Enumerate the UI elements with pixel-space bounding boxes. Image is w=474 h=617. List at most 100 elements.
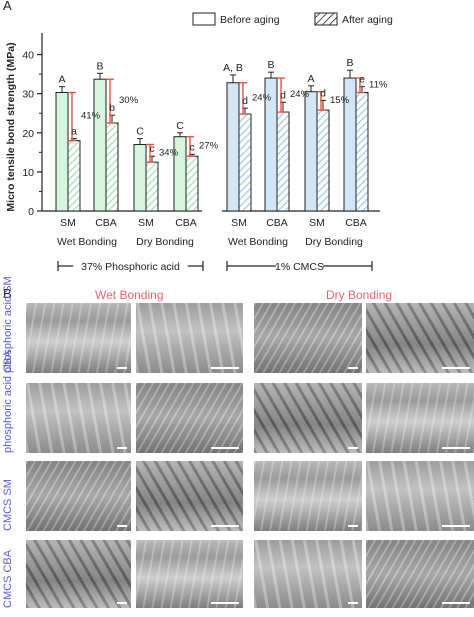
bonding-group-label-2: Wet Bonding: [228, 236, 288, 248]
scale-bar: [117, 447, 127, 449]
scale-bar: [211, 602, 239, 604]
sem-image: [254, 540, 362, 608]
reduction-label-1: 30%: [119, 95, 139, 106]
before-letter-1: B: [96, 60, 103, 72]
category-label-4: SM: [231, 217, 247, 229]
y-axis-label: Micro tensile bond strength (MPa): [5, 42, 17, 211]
legend-label-before: Before aging: [220, 14, 280, 26]
category-label-5: CBA: [266, 217, 288, 229]
sem-row-label-1: phosphoric acid CBA: [2, 350, 14, 453]
reduction-label-5: 24%: [290, 89, 310, 100]
panel-b-label: B: [3, 286, 12, 301]
sem-image: [26, 383, 131, 453]
reduction-label-3: 27%: [199, 140, 219, 151]
sem-image: [254, 383, 362, 453]
sem-image: [136, 303, 243, 373]
before-letter-5: B: [267, 59, 274, 71]
scale-bar: [442, 447, 470, 449]
category-label-2: SM: [138, 217, 154, 229]
category-label-6: SM: [309, 217, 325, 229]
before-letter-0: A: [58, 74, 65, 86]
sem-image: [254, 303, 362, 373]
sem-image: [136, 540, 243, 608]
bar-after-7: [355, 91, 369, 212]
y-tick-label-1: 10: [22, 167, 34, 179]
scale-bar: [442, 602, 470, 604]
sem-column-title-1: Dry Bonding: [326, 288, 393, 302]
category-label-3: CBA: [175, 217, 197, 229]
reduction-label-2: 34%: [159, 147, 179, 158]
bonding-group-label-0: Wet Bonding: [57, 236, 117, 248]
sem-image: [136, 383, 243, 453]
scale-bar: [442, 367, 470, 369]
bar-before-4: [226, 82, 240, 212]
sem-image: [366, 540, 474, 608]
scale-bar: [348, 367, 358, 369]
bar-after-5: [276, 111, 290, 212]
bar-after-2: [145, 161, 159, 212]
bonding-group-label-1: Dry Bonding: [136, 236, 194, 248]
sem-image: [366, 303, 474, 373]
after-letter-1: b: [109, 102, 115, 114]
bar-before-2: [133, 144, 147, 212]
treatment-label-0: 37% Phosphoric acid: [81, 261, 180, 273]
bonding-group-label-3: Dry Bonding: [305, 236, 363, 248]
reduction-label-4: 24%: [252, 92, 272, 103]
after-letter-6: d: [320, 87, 326, 99]
bar-before-6: [304, 91, 318, 212]
bar-before-0: [55, 91, 69, 212]
scale-bar: [348, 602, 358, 604]
y-tick-label-3: 30: [22, 89, 34, 101]
scale-bar: [211, 525, 239, 527]
panel-a-label: A: [3, 0, 12, 13]
sem-row-label-2: CMCS SM: [2, 479, 14, 531]
scale-bar: [117, 525, 127, 527]
sem-image: [254, 461, 362, 531]
sem-column-title-0: Wet Bonding: [95, 288, 164, 302]
sem-image: [366, 383, 474, 453]
after-letter-7: e: [359, 74, 365, 86]
category-label-1: CBA: [95, 217, 117, 229]
legend-label-after: After aging: [342, 14, 393, 26]
scale-bar: [348, 447, 358, 449]
before-letter-2: C: [136, 126, 144, 138]
after-letter-4: d: [242, 95, 248, 107]
sem-image: [366, 461, 474, 531]
reduction-label-7: 11%: [369, 79, 388, 90]
y-tick-label-0: 0: [28, 206, 34, 218]
sem-image: [26, 303, 131, 373]
bar-after-4: [238, 113, 252, 212]
before-letter-4: A, B: [223, 62, 243, 74]
legend-swatch-before: [192, 12, 216, 26]
bar-after-3: [185, 155, 199, 212]
sem-image: [136, 461, 243, 531]
treatment-label-1: 1% CMCS: [275, 261, 324, 273]
y-tick-label-4: 40: [22, 50, 34, 62]
bar-before-1: [93, 78, 107, 212]
category-label-7: CBA: [345, 217, 367, 229]
bar-after-0: [67, 140, 81, 212]
after-letter-2: c: [149, 143, 154, 155]
sem-image-grid: Wet Bonding Dry Bonding phosphoric acid SM…: [0, 276, 474, 617]
sem-image: [26, 540, 131, 608]
bar-after-6: [316, 109, 330, 212]
legend-swatch-after: [314, 12, 338, 26]
scale-bar: [117, 367, 127, 369]
reduction-label-6: 15%: [330, 95, 350, 106]
sem-row-label-3: CMCS CBA: [2, 549, 14, 608]
after-letter-5: d: [280, 89, 286, 101]
y-tick-label-2: 20: [22, 128, 34, 140]
before-letter-3: C: [176, 120, 184, 132]
before-letter-7: B: [346, 57, 353, 69]
scale-bar: [442, 525, 470, 527]
category-label-0: SM: [60, 217, 76, 229]
scale-bar: [211, 447, 239, 449]
before-letter-6: A: [307, 73, 314, 85]
reduction-label-0: 41%: [81, 111, 101, 122]
bar-after-1: [105, 122, 119, 212]
scale-bar: [211, 367, 239, 369]
after-letter-3: c: [189, 141, 194, 153]
after-letter-0: a: [71, 126, 77, 138]
scale-bar: [348, 525, 358, 527]
